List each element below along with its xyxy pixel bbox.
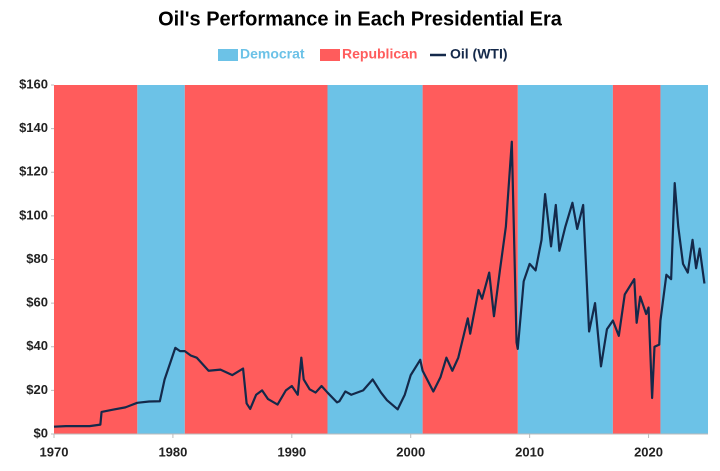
x-tick-label: 2010	[515, 444, 544, 459]
x-tick-label: 2000	[396, 444, 425, 459]
y-tick-label: $160	[19, 76, 48, 91]
legend-swatch	[320, 49, 340, 61]
chart-title: Oil's Performance in Each Presidential E…	[158, 8, 563, 30]
y-tick-label: $40	[26, 338, 48, 353]
x-tick-label: 1990	[277, 444, 306, 459]
era-band	[327, 85, 423, 434]
y-tick-label: $0	[34, 425, 48, 440]
legend-label: Democrat	[240, 46, 305, 62]
x-tick-label: 1980	[158, 444, 187, 459]
y-tick-label: $60	[26, 295, 48, 310]
era-band	[422, 85, 518, 434]
y-tick-label: $100	[19, 207, 48, 222]
era-band	[137, 85, 185, 434]
x-tick-label: 2020	[634, 444, 663, 459]
y-tick-label: $120	[19, 164, 48, 179]
oil-line	[53, 140, 706, 428]
y-tick-label: $140	[19, 120, 48, 135]
era-band	[54, 85, 138, 434]
legend-label: Republican	[342, 46, 417, 62]
era-band	[517, 85, 613, 434]
y-tick-label: $20	[26, 382, 48, 397]
legend-label: Oil (WTI)	[450, 46, 508, 62]
y-tick-label: $80	[26, 251, 48, 266]
legend-swatch	[218, 49, 238, 61]
x-tick-label: 1970	[40, 444, 69, 459]
